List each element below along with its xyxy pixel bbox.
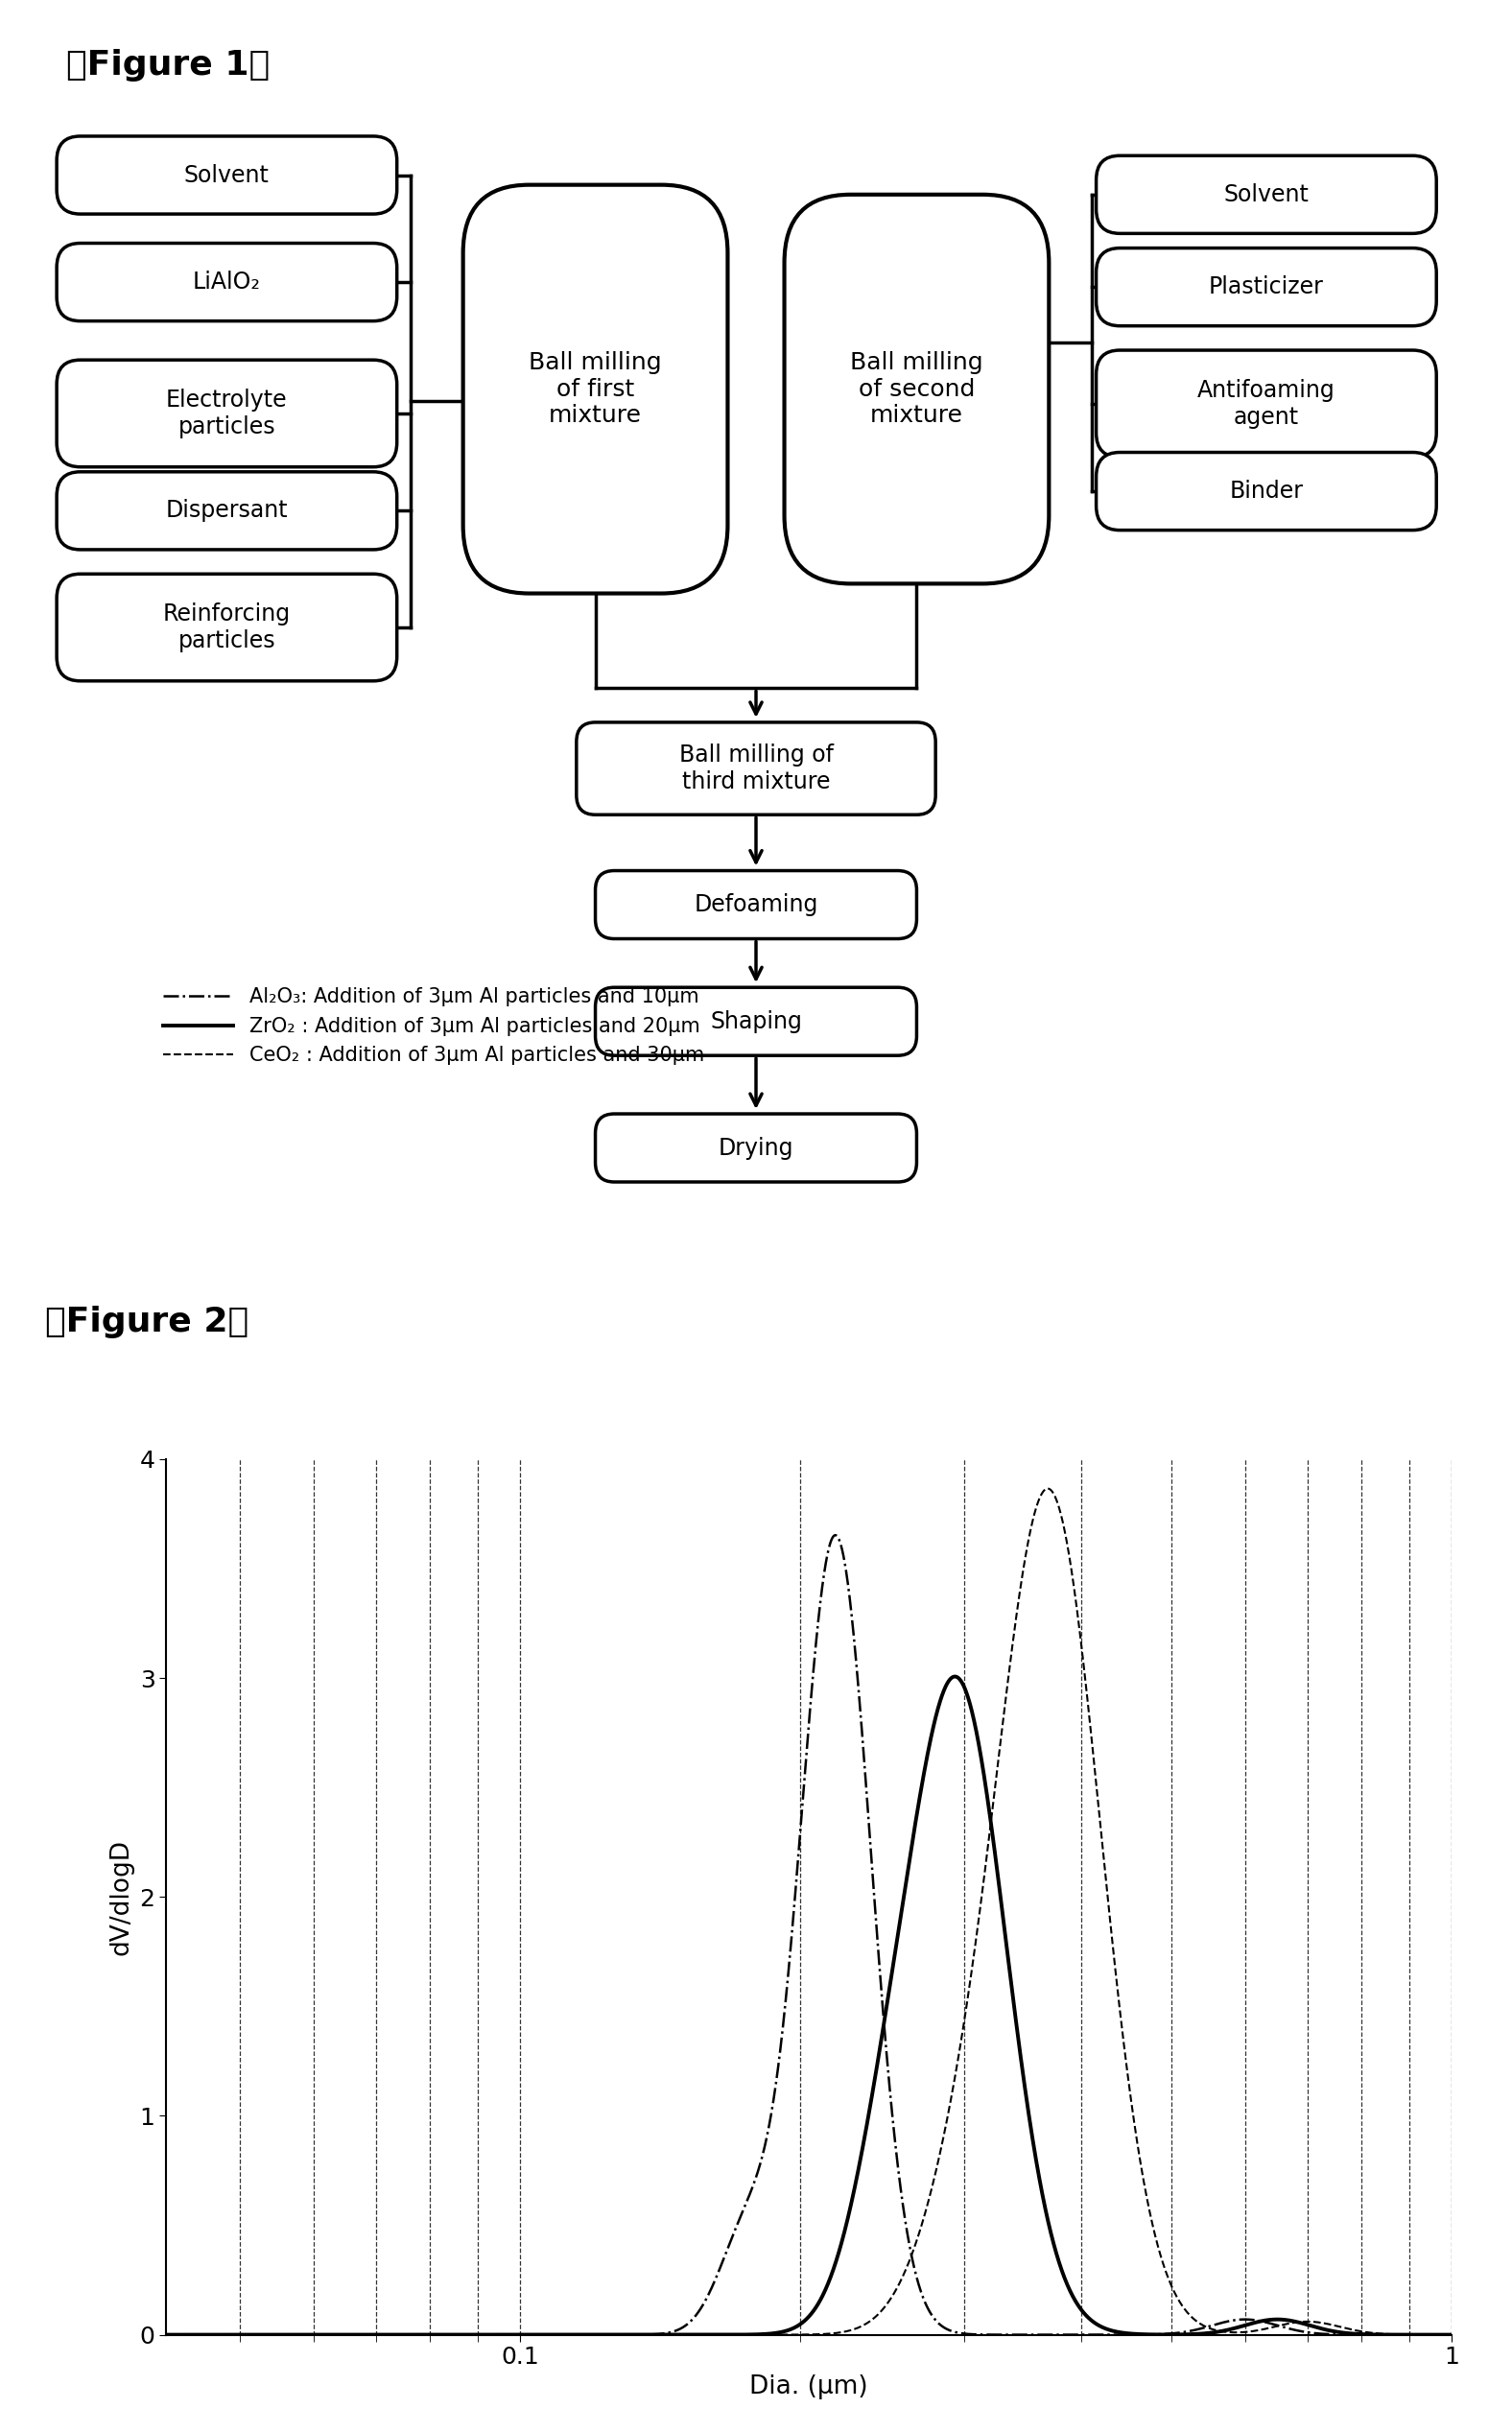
Text: Shaping: Shaping [711,1009,801,1034]
Text: Ball milling of
third mixture: Ball milling of third mixture [679,744,833,793]
Text: Ball milling
of first
mixture: Ball milling of first mixture [529,350,662,428]
Text: Dispersant: Dispersant [166,499,287,523]
FancyBboxPatch shape [785,195,1049,584]
Text: 《Figure 2》: 《Figure 2》 [45,1306,249,1338]
FancyBboxPatch shape [596,1114,916,1182]
X-axis label: Dia. (μm): Dia. (μm) [750,2374,868,2400]
FancyBboxPatch shape [1096,452,1436,530]
Text: Reinforcing
particles: Reinforcing particles [163,603,290,652]
FancyBboxPatch shape [576,722,936,815]
Text: 《Figure 1》: 《Figure 1》 [67,49,269,80]
FancyBboxPatch shape [1096,248,1436,326]
Text: Plasticizer: Plasticizer [1208,275,1325,299]
FancyBboxPatch shape [56,472,396,550]
Text: Ball milling
of second
mixture: Ball milling of second mixture [850,350,983,428]
Text: Drying: Drying [718,1136,794,1160]
Text: Defoaming: Defoaming [694,893,818,917]
FancyBboxPatch shape [596,871,916,939]
Text: Solvent: Solvent [184,163,269,187]
FancyBboxPatch shape [596,987,916,1055]
Text: Antifoaming
agent: Antifoaming agent [1198,379,1335,428]
FancyBboxPatch shape [56,360,396,467]
FancyBboxPatch shape [1096,350,1436,457]
Text: Electrolyte
particles: Electrolyte particles [166,389,287,438]
Y-axis label: dV/dlogD: dV/dlogD [109,1839,135,1955]
Text: Solvent: Solvent [1223,182,1309,207]
FancyBboxPatch shape [56,136,396,214]
Text: LiAlO₂: LiAlO₂ [194,270,260,294]
FancyBboxPatch shape [1096,156,1436,233]
FancyBboxPatch shape [56,243,396,321]
Text: Binder: Binder [1229,479,1303,503]
Legend: Al₂O₃: Addition of 3μm Al particles and 10μm, ZrO₂ : Addition of 3μm Al particle: Al₂O₃: Addition of 3μm Al particles and … [163,987,705,1065]
FancyBboxPatch shape [56,574,396,681]
FancyBboxPatch shape [463,185,727,593]
